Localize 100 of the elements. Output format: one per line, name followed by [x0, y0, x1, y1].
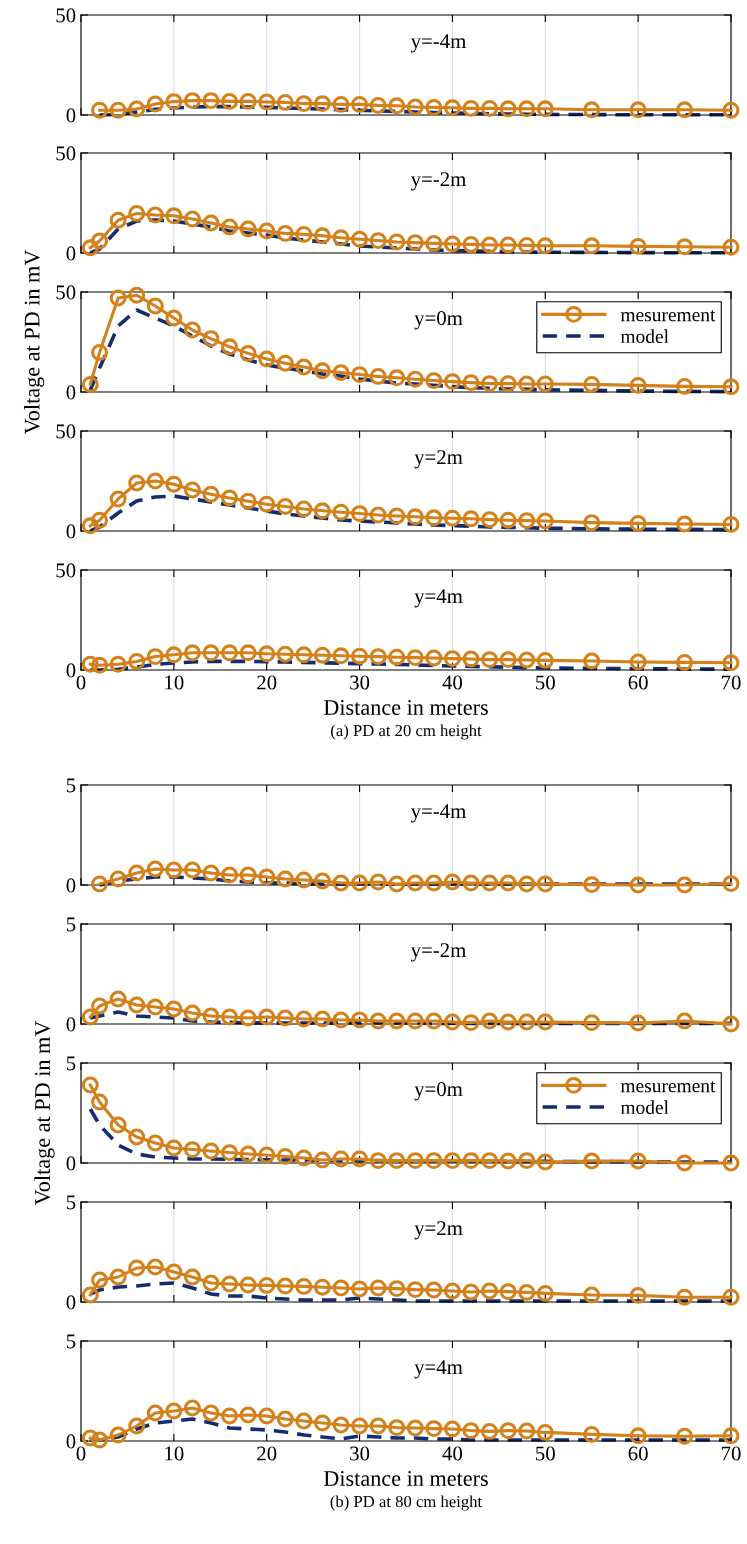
point [518, 375, 536, 393]
point [332, 1011, 350, 1029]
point [221, 218, 239, 236]
point [276, 354, 294, 372]
x-tick-label: 70 [721, 1446, 741, 1461]
point [128, 204, 146, 222]
point [183, 481, 201, 499]
point [443, 1420, 461, 1438]
point [481, 651, 499, 669]
y-tick-label: 50 [56, 424, 76, 439]
x-tick-label: 70 [721, 675, 741, 690]
point [146, 1258, 164, 1276]
point [202, 1404, 220, 1422]
point [313, 646, 331, 664]
point [629, 101, 647, 119]
point [369, 873, 387, 891]
point [536, 1013, 554, 1031]
point [369, 506, 387, 524]
point [313, 362, 331, 380]
point [146, 206, 164, 224]
point [583, 237, 601, 255]
point [91, 1431, 109, 1449]
point [202, 92, 220, 110]
point [258, 93, 276, 111]
point [239, 92, 257, 110]
point [146, 998, 164, 1016]
point [202, 1274, 220, 1292]
point [369, 1417, 387, 1435]
point [91, 1093, 109, 1111]
legend-label: model [620, 329, 669, 343]
point [722, 101, 740, 119]
x-tick-label: 30 [350, 1446, 370, 1461]
point [583, 876, 601, 894]
point [165, 1139, 183, 1157]
point [406, 1281, 424, 1299]
point [443, 235, 461, 253]
point [536, 875, 554, 893]
point [109, 289, 127, 307]
point [109, 1268, 127, 1286]
point [722, 1427, 740, 1445]
point [499, 1422, 517, 1440]
point [406, 1419, 424, 1437]
point [202, 644, 220, 662]
point [332, 229, 350, 247]
point [722, 875, 740, 893]
point [313, 227, 331, 245]
point [425, 509, 443, 527]
point [351, 647, 369, 665]
point [295, 1010, 313, 1028]
point [221, 1008, 239, 1026]
point [629, 876, 647, 894]
point [81, 239, 99, 257]
y-tick-label: 0 [66, 878, 76, 893]
point [81, 517, 99, 535]
point [202, 864, 220, 882]
point [425, 1012, 443, 1030]
point [183, 861, 201, 879]
point [443, 1282, 461, 1300]
point [369, 232, 387, 250]
point [146, 95, 164, 113]
point [81, 655, 99, 673]
point [165, 207, 183, 225]
annotation: y=0m [414, 1082, 463, 1101]
point [518, 1152, 536, 1170]
point [722, 1154, 740, 1172]
point [91, 101, 109, 119]
point [109, 101, 127, 119]
point [629, 237, 647, 255]
point [183, 1268, 201, 1286]
y-tick-label: 0 [66, 108, 76, 123]
legend-label: mesurement [620, 310, 716, 322]
point [388, 1419, 406, 1437]
point [406, 98, 424, 116]
point [351, 1150, 369, 1168]
annotation: y=-4m [410, 804, 467, 823]
point [583, 101, 601, 119]
point [183, 92, 201, 110]
point [202, 330, 220, 348]
y-tick-label: 0 [66, 524, 76, 539]
point [258, 222, 276, 240]
point [676, 1427, 694, 1445]
point [406, 234, 424, 252]
point [258, 1407, 276, 1425]
point [239, 220, 257, 238]
point [221, 1144, 239, 1162]
point [332, 1150, 350, 1168]
point [369, 1152, 387, 1170]
point [239, 644, 257, 662]
point [165, 475, 183, 493]
point [276, 224, 294, 242]
point [146, 648, 164, 666]
point [583, 514, 601, 532]
point [425, 1420, 443, 1438]
point [295, 871, 313, 889]
point [239, 344, 257, 362]
point [332, 364, 350, 382]
point [351, 505, 369, 523]
point [202, 1007, 220, 1025]
text: (a) PD at 20 cm height [331, 724, 482, 740]
point [536, 100, 554, 118]
